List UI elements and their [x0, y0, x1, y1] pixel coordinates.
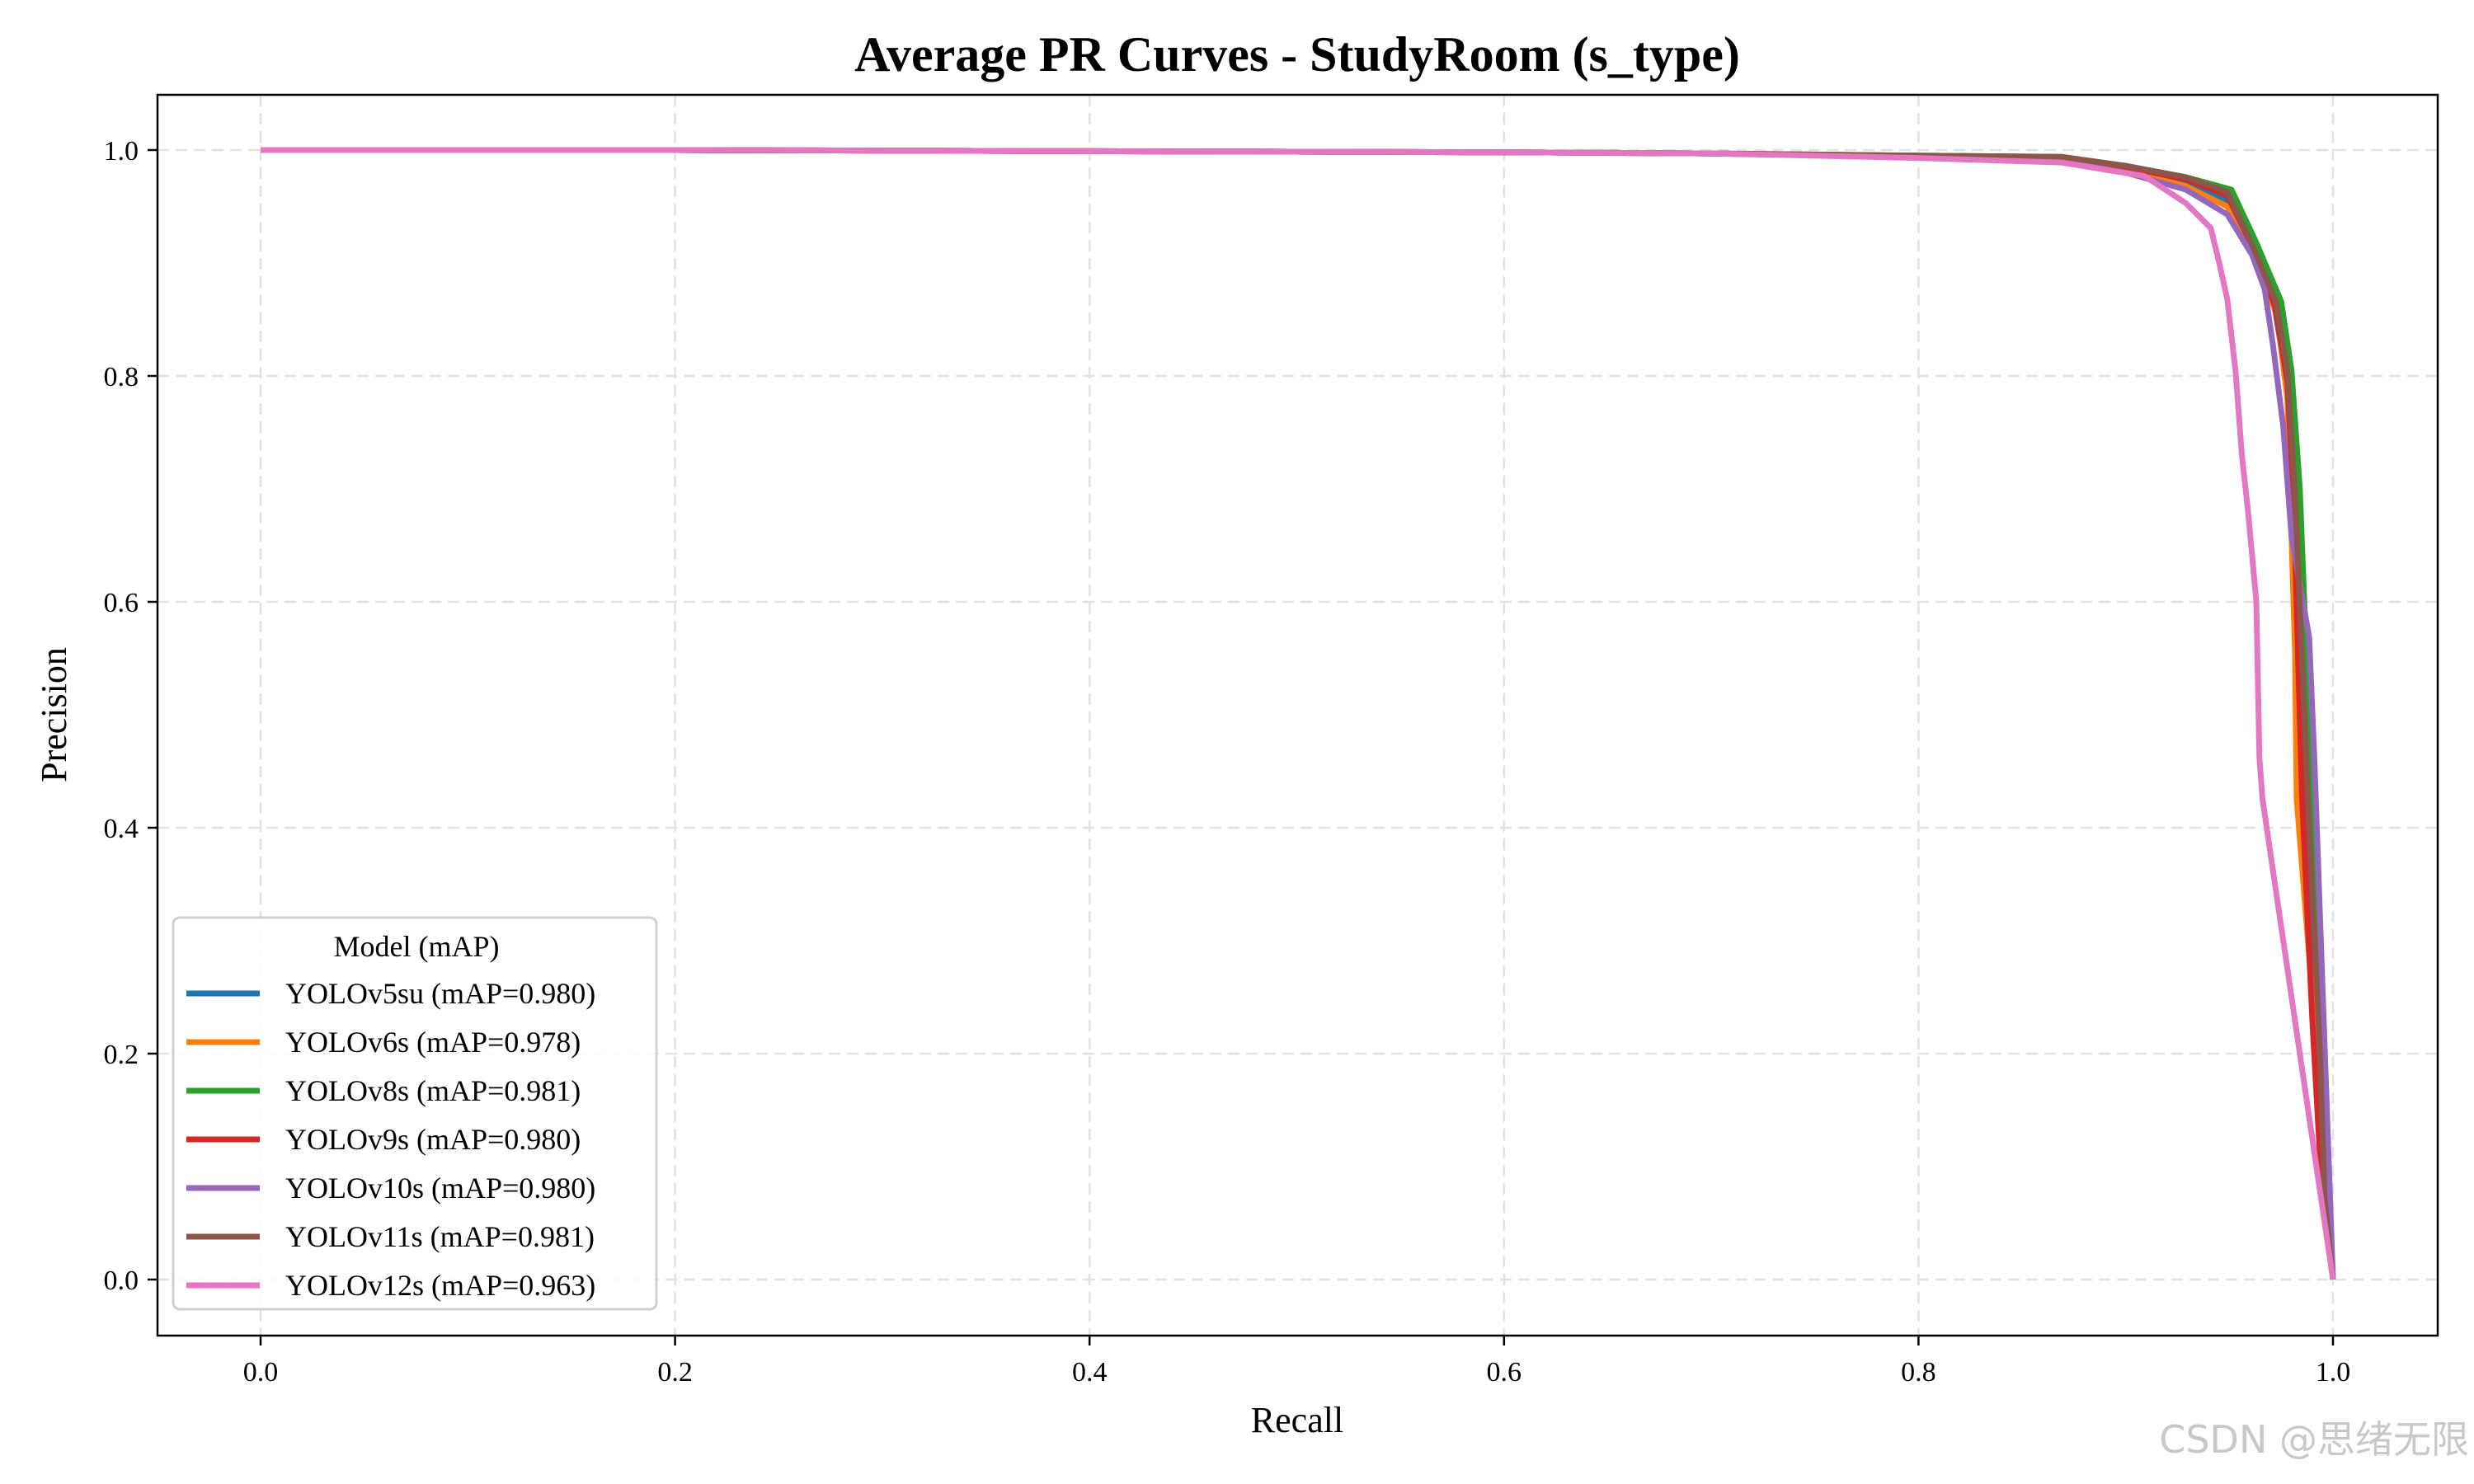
- x-tick-label: 0.6: [1487, 1357, 1522, 1388]
- legend-entry: YOLOv10s (mAP=0.980): [285, 1172, 595, 1205]
- series-line-7: [261, 147, 2336, 1280]
- x-tick-label: 0.8: [1901, 1357, 1936, 1388]
- legend-entry: YOLOv11s (mAP=0.981): [285, 1220, 595, 1253]
- watermark: CSDN @思绪无限: [2159, 1417, 2469, 1462]
- curves: [261, 147, 2336, 1280]
- legend-title: Model (mAP): [334, 930, 500, 963]
- x-tick-label: 0.2: [657, 1357, 693, 1388]
- y-tick-label: 0.6: [104, 588, 139, 618]
- y-tick-label: 1.0: [104, 136, 139, 167]
- x-axis-label: Recall: [1251, 1400, 1343, 1440]
- legend-entry: YOLOv12s (mAP=0.963): [285, 1269, 595, 1302]
- chart-title: Average PR Curves - StudyRoom (s_type): [854, 27, 1740, 82]
- y-tick-label: 0.4: [104, 814, 139, 844]
- y-axis-label: Precision: [34, 647, 74, 782]
- y-tick-label: 0.2: [104, 1040, 139, 1070]
- x-tick-label: 0.0: [243, 1357, 279, 1388]
- legend-entry: YOLOv9s (mAP=0.980): [285, 1123, 581, 1156]
- legend: Model (mAP) YOLOv5su (mAP=0.980) YOLOv6s …: [172, 916, 658, 1311]
- plot-frame: [156, 93, 2439, 1337]
- x-tick-label: 0.4: [1072, 1357, 1108, 1388]
- y-tick-label: 0.8: [104, 362, 139, 392]
- grid: [158, 95, 2438, 1336]
- legend-entry: YOLOv8s (mAP=0.981): [285, 1074, 581, 1107]
- legend-entry: YOLOv5su (mAP=0.980): [285, 977, 595, 1010]
- legend-box: [172, 916, 658, 1311]
- legend-entry: YOLOv6s (mAP=0.978): [285, 1026, 581, 1059]
- axis-ticks: 0.0 0.2 0.4 0.6 0.8 1.0 0.0 0.2 0.4 0.6 0.8 1.0: [104, 136, 2351, 1388]
- y-tick-label: 0.0: [104, 1266, 139, 1296]
- x-tick-label: 1.0: [2316, 1357, 2351, 1388]
